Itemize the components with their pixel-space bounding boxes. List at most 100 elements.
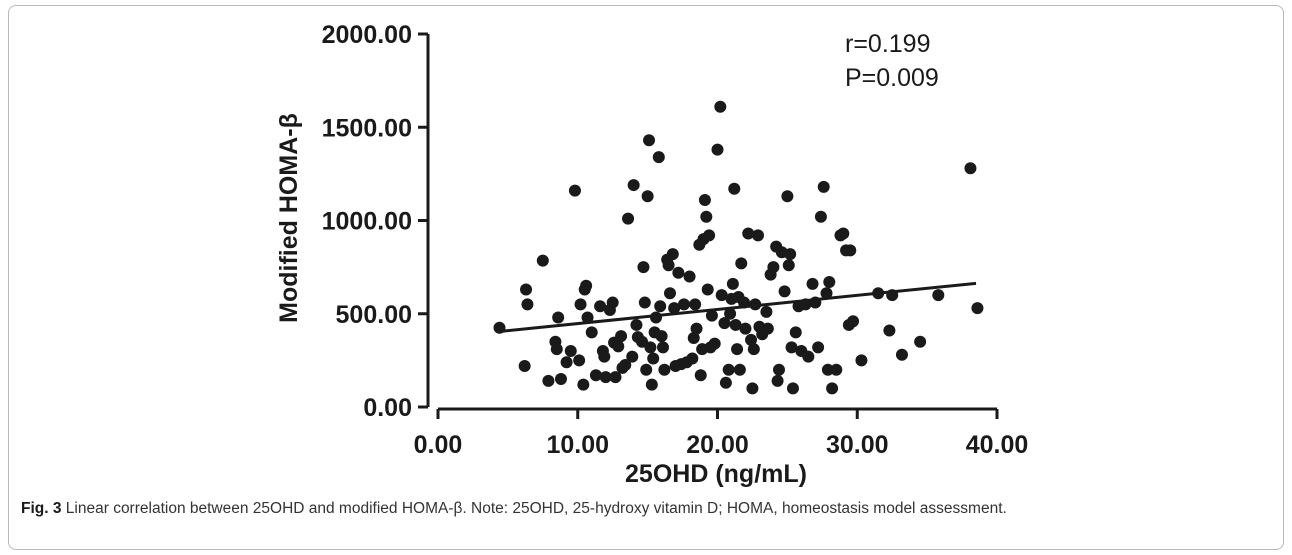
y-tick-label: 500.00 [336, 301, 412, 329]
data-point [644, 341, 657, 354]
data-point [536, 254, 549, 267]
data-point [609, 371, 622, 384]
data-point [728, 182, 741, 195]
data-point [677, 298, 690, 311]
data-point [683, 270, 696, 283]
data-point [585, 326, 598, 339]
data-point [767, 261, 780, 274]
data-point [619, 359, 632, 372]
data-point [820, 287, 833, 300]
data-point [560, 356, 573, 369]
figure-frame [8, 5, 1284, 550]
data-point [599, 371, 612, 384]
data-point [786, 382, 799, 395]
data-point [778, 285, 791, 298]
data-point [844, 244, 857, 257]
figure-caption: Fig. 3 Linear correlation between 25OHD … [21, 500, 1271, 518]
data-point [724, 307, 737, 320]
data-point [594, 300, 607, 313]
data-point [638, 296, 651, 309]
data-point [855, 354, 868, 367]
data-point [598, 350, 611, 363]
data-point [550, 343, 563, 356]
data-point [574, 298, 587, 311]
x-axis-label: 25OHD (ng/mL) [625, 460, 807, 488]
data-point [589, 369, 602, 382]
data-point [577, 378, 590, 391]
data-point [626, 350, 639, 363]
data-point [731, 343, 744, 356]
data-point [662, 259, 675, 272]
data-point [655, 330, 668, 343]
data-point [564, 345, 577, 358]
x-tick-label: 0.00 [414, 431, 463, 459]
data-point [518, 359, 531, 372]
data-point [663, 287, 676, 300]
data-point [830, 363, 843, 376]
data-point [698, 193, 711, 206]
data-point [705, 309, 718, 322]
data-point [640, 363, 653, 376]
y-tick-label: 0.00 [363, 394, 412, 422]
data-point [746, 382, 759, 395]
data-point [711, 143, 724, 156]
data-point [554, 373, 567, 386]
x-tick-label: 20.00 [686, 431, 749, 459]
axes: 0.00 500.00 1000.00 1500.00 2000.00 0.00 10.00… [322, 21, 1029, 459]
data-point [641, 190, 654, 203]
data-point [627, 179, 640, 192]
data-point [701, 283, 714, 296]
data-point [658, 363, 671, 376]
data-point [761, 322, 774, 335]
data-point [719, 376, 732, 389]
data-point [615, 330, 628, 343]
data-point [745, 333, 758, 346]
data-point [772, 363, 785, 376]
data-point [637, 261, 650, 274]
data-point [672, 266, 685, 279]
data-point [826, 382, 839, 395]
annotation-p: P=0.009 [845, 64, 939, 92]
data-point [552, 311, 565, 324]
data-point [606, 296, 619, 309]
caption-label: Fig. 3 [21, 500, 62, 517]
data-point [654, 300, 667, 313]
data-point [652, 151, 665, 164]
data-point [647, 352, 660, 365]
data-point [895, 348, 908, 361]
data-point [739, 322, 752, 335]
data-point [914, 335, 927, 348]
data-point [708, 337, 721, 350]
y-tick-label: 2000.00 [322, 21, 412, 49]
data-point [694, 369, 707, 382]
data-point [932, 289, 945, 302]
x-tick-label: 30.00 [826, 431, 889, 459]
scatter-points [493, 100, 984, 395]
data-point [814, 210, 827, 223]
data-point [542, 374, 555, 387]
data-point [782, 259, 795, 272]
data-point [643, 134, 656, 147]
annotation-r: r=0.199 [845, 30, 931, 58]
data-point [580, 279, 593, 292]
regression-line [499, 281, 977, 333]
data-point [971, 302, 984, 315]
y-axis-label: Modified HOMA-β [275, 113, 303, 323]
data-point [668, 302, 681, 315]
data-point [726, 277, 739, 290]
data-point [837, 227, 850, 240]
data-point [722, 363, 735, 376]
data-point [785, 341, 798, 354]
data-point [733, 363, 746, 376]
data-point [789, 326, 802, 339]
y-tick-label: 1500.00 [322, 114, 412, 142]
data-point [686, 352, 699, 365]
x-tick-label: 10.00 [546, 431, 609, 459]
data-point [666, 248, 679, 261]
data-point [568, 184, 581, 197]
data-point [630, 318, 643, 331]
data-point [817, 180, 830, 193]
data-point [760, 305, 773, 318]
data-point [781, 190, 794, 203]
data-point [806, 277, 819, 290]
